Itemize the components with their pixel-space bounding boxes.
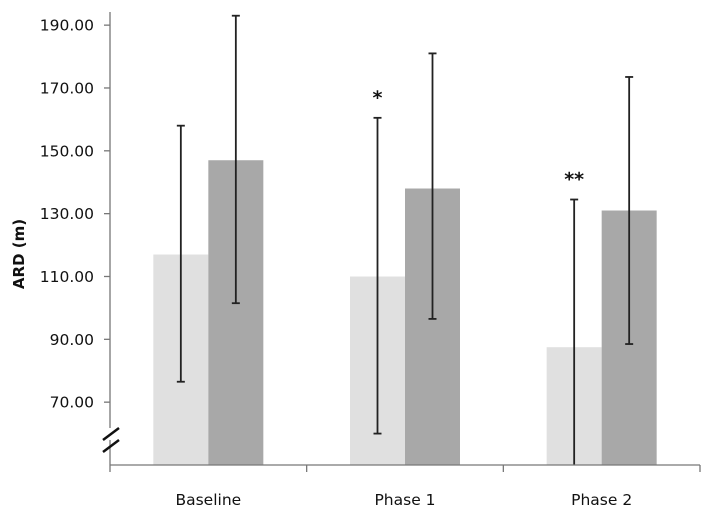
x-category-label: Baseline [175,491,241,509]
y-ticks-layer: 70.00 90.00 110.00 130.00 150.00 170.00 190.00 [40,17,110,412]
x-category-label: Phase 2 [571,491,632,509]
y-tick-label: 170.00 [40,79,94,97]
y-tick-label: 70.00 [50,394,94,412]
y-tick-label: 90.00 [50,331,94,349]
significance-marker: * [373,87,383,109]
y-tick-label: 130.00 [40,205,94,223]
y-tick-label: 150.00 [40,142,94,160]
bars-layer [153,160,657,465]
annotations-layer: *** [373,87,585,191]
y-tick-label: 110.00 [40,268,94,286]
y-axis-title: ARD (m) [10,219,28,289]
x-ticks-layer: Baseline Phase 1 Phase 2 [109,465,701,509]
axes-layer [102,12,700,466]
significance-marker: ** [564,169,584,191]
y-tick-label: 190.00 [40,17,94,35]
axis-break-mark [102,427,120,441]
axis-break-mark [102,439,120,453]
x-category-label: Phase 1 [374,491,435,509]
error-bars-layer [176,14,634,465]
